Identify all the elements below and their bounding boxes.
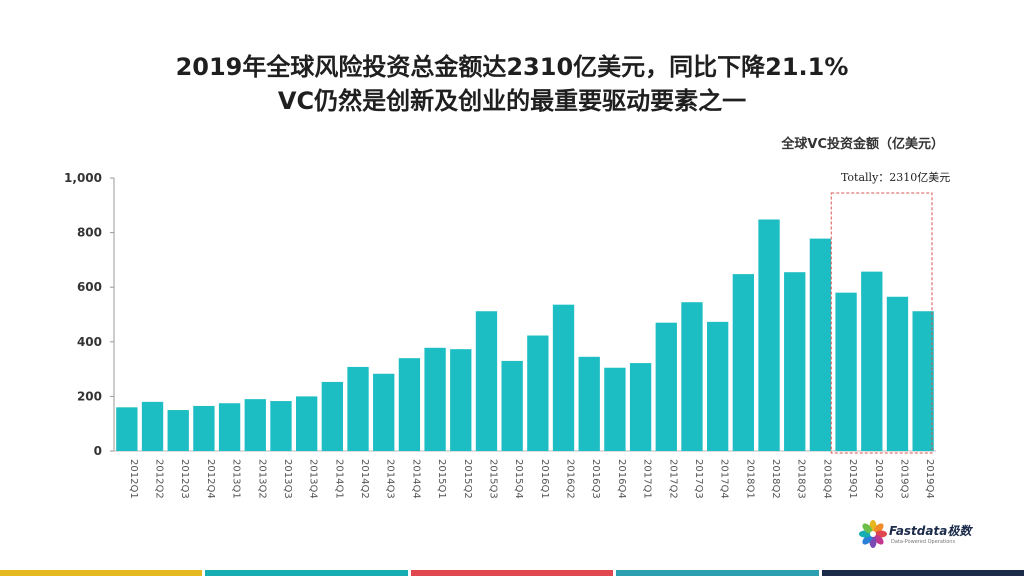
bar-2018Q2 bbox=[758, 219, 780, 451]
stripe-segment bbox=[0, 570, 203, 576]
x-tick-label: 2017Q1 bbox=[642, 459, 653, 499]
brand-tagline: Data-Powered Operations bbox=[891, 539, 956, 545]
x-tick-label: 2015Q1 bbox=[436, 459, 447, 499]
bar-2014Q4 bbox=[398, 358, 421, 451]
x-tick-label: 2013Q3 bbox=[282, 459, 293, 499]
x-tick-label: 2012Q4 bbox=[205, 459, 216, 499]
x-tick-label: 2016Q4 bbox=[616, 459, 627, 499]
y-tick-label: 800 bbox=[77, 226, 102, 240]
y-tick-label: 400 bbox=[77, 335, 102, 349]
bar-2012Q3 bbox=[167, 410, 189, 451]
unit-label: 全球VC投资金额（亿美元） bbox=[781, 137, 944, 152]
chart-title: 2019年全球风险投资总金额达2310亿美元，同比下降21.1% VC仍然是创新… bbox=[0, 50, 1024, 118]
x-tick-label: 2019Q4 bbox=[924, 459, 935, 499]
bar-2019Q4 bbox=[912, 311, 934, 451]
total-annotation: Totally：2310亿美元 bbox=[841, 171, 950, 184]
highlight-2019-box bbox=[830, 192, 933, 454]
x-tick-label: 2013Q4 bbox=[308, 459, 319, 499]
bar-2016Q3 bbox=[578, 356, 600, 451]
bar-2015Q2 bbox=[450, 349, 472, 451]
bar-2012Q2 bbox=[141, 401, 164, 451]
bar-2019Q1 bbox=[835, 292, 857, 451]
bar-2018Q1 bbox=[732, 274, 755, 451]
x-tick-label: 2014Q2 bbox=[359, 459, 370, 499]
y-tick-label: 200 bbox=[77, 389, 102, 403]
bottom-color-stripe bbox=[0, 570, 1024, 576]
bar-2019Q3 bbox=[886, 296, 909, 451]
x-tick-label: 2019Q2 bbox=[873, 459, 884, 499]
x-tick-label: 2015Q3 bbox=[487, 459, 498, 499]
x-tick-label: 2017Q2 bbox=[667, 459, 678, 499]
bar-2013Q3 bbox=[270, 401, 292, 451]
bar-2012Q4 bbox=[193, 405, 215, 451]
x-tick-label: 2015Q4 bbox=[513, 459, 524, 499]
bar-2016Q4 bbox=[604, 367, 626, 451]
y-tick-label: 600 bbox=[77, 280, 102, 294]
x-tick-label: 2012Q3 bbox=[179, 459, 190, 499]
brand-name: Fastdata极数 bbox=[889, 524, 972, 538]
bar-2013Q4 bbox=[295, 396, 318, 451]
fastdata-logo: Fastdata极数 Data-Powered Operations bbox=[858, 516, 998, 556]
stripe-segment bbox=[821, 570, 1024, 576]
bar-2015Q1 bbox=[424, 347, 446, 451]
stripe-segment bbox=[205, 570, 408, 576]
x-tick-label: 2015Q2 bbox=[462, 459, 473, 499]
y-tick-label: 1,000 bbox=[64, 171, 102, 185]
bar-2014Q3 bbox=[373, 373, 395, 451]
bar-2015Q4 bbox=[501, 360, 523, 451]
bar-2016Q1 bbox=[527, 335, 549, 451]
bar-2013Q1 bbox=[218, 403, 241, 451]
flower-icon bbox=[859, 520, 887, 548]
x-tick-label: 2016Q3 bbox=[590, 459, 601, 499]
bar-2017Q1 bbox=[629, 363, 652, 451]
bar-2014Q1 bbox=[321, 381, 344, 451]
bar-2017Q3 bbox=[681, 302, 703, 451]
bar-2017Q2 bbox=[655, 322, 677, 451]
title-line-2: VC仍然是创新及创业的最重要驱动要素之一 bbox=[277, 87, 747, 115]
y-tick-label: 0 bbox=[94, 444, 102, 458]
x-tick-label: 2013Q1 bbox=[231, 459, 242, 499]
x-tick-label: 2019Q3 bbox=[898, 459, 909, 499]
stripe-segment bbox=[616, 570, 819, 576]
x-tick-label: 2017Q4 bbox=[719, 459, 730, 499]
x-tick-label: 2014Q4 bbox=[410, 459, 421, 499]
bar-2015Q3 bbox=[475, 311, 498, 451]
x-tick-label: 2014Q3 bbox=[385, 459, 396, 499]
x-tick-label: 2018Q4 bbox=[821, 459, 832, 499]
title-line-1: 2019年全球风险投资总金额达2310亿美元，同比下降21.1% bbox=[175, 53, 849, 81]
x-tick-label: 2016Q2 bbox=[565, 459, 576, 499]
x-tick-label: 2018Q1 bbox=[744, 459, 755, 499]
bar-2016Q2 bbox=[552, 304, 575, 451]
bar-2014Q2 bbox=[347, 366, 369, 451]
x-tick-label: 2012Q1 bbox=[128, 459, 139, 499]
x-tick-label: 2016Q1 bbox=[539, 459, 550, 499]
x-tick-label: 2012Q2 bbox=[154, 459, 165, 499]
x-tick-label: 2013Q2 bbox=[256, 459, 267, 499]
x-tick-label: 2017Q3 bbox=[693, 459, 704, 499]
x-tick-label: 2018Q2 bbox=[770, 459, 781, 499]
bar-2013Q2 bbox=[244, 399, 266, 451]
bar-2012Q1 bbox=[116, 407, 138, 451]
x-tick-label: 2019Q1 bbox=[847, 459, 858, 499]
bar-2019Q2 bbox=[861, 271, 883, 451]
stripe-segment bbox=[410, 570, 614, 576]
bar-2018Q3 bbox=[784, 272, 806, 451]
x-tick-label: 2014Q1 bbox=[333, 459, 344, 499]
bar-2017Q4 bbox=[706, 321, 729, 451]
bar-2018Q4 bbox=[809, 238, 832, 451]
x-tick-label: 2018Q3 bbox=[796, 459, 807, 499]
